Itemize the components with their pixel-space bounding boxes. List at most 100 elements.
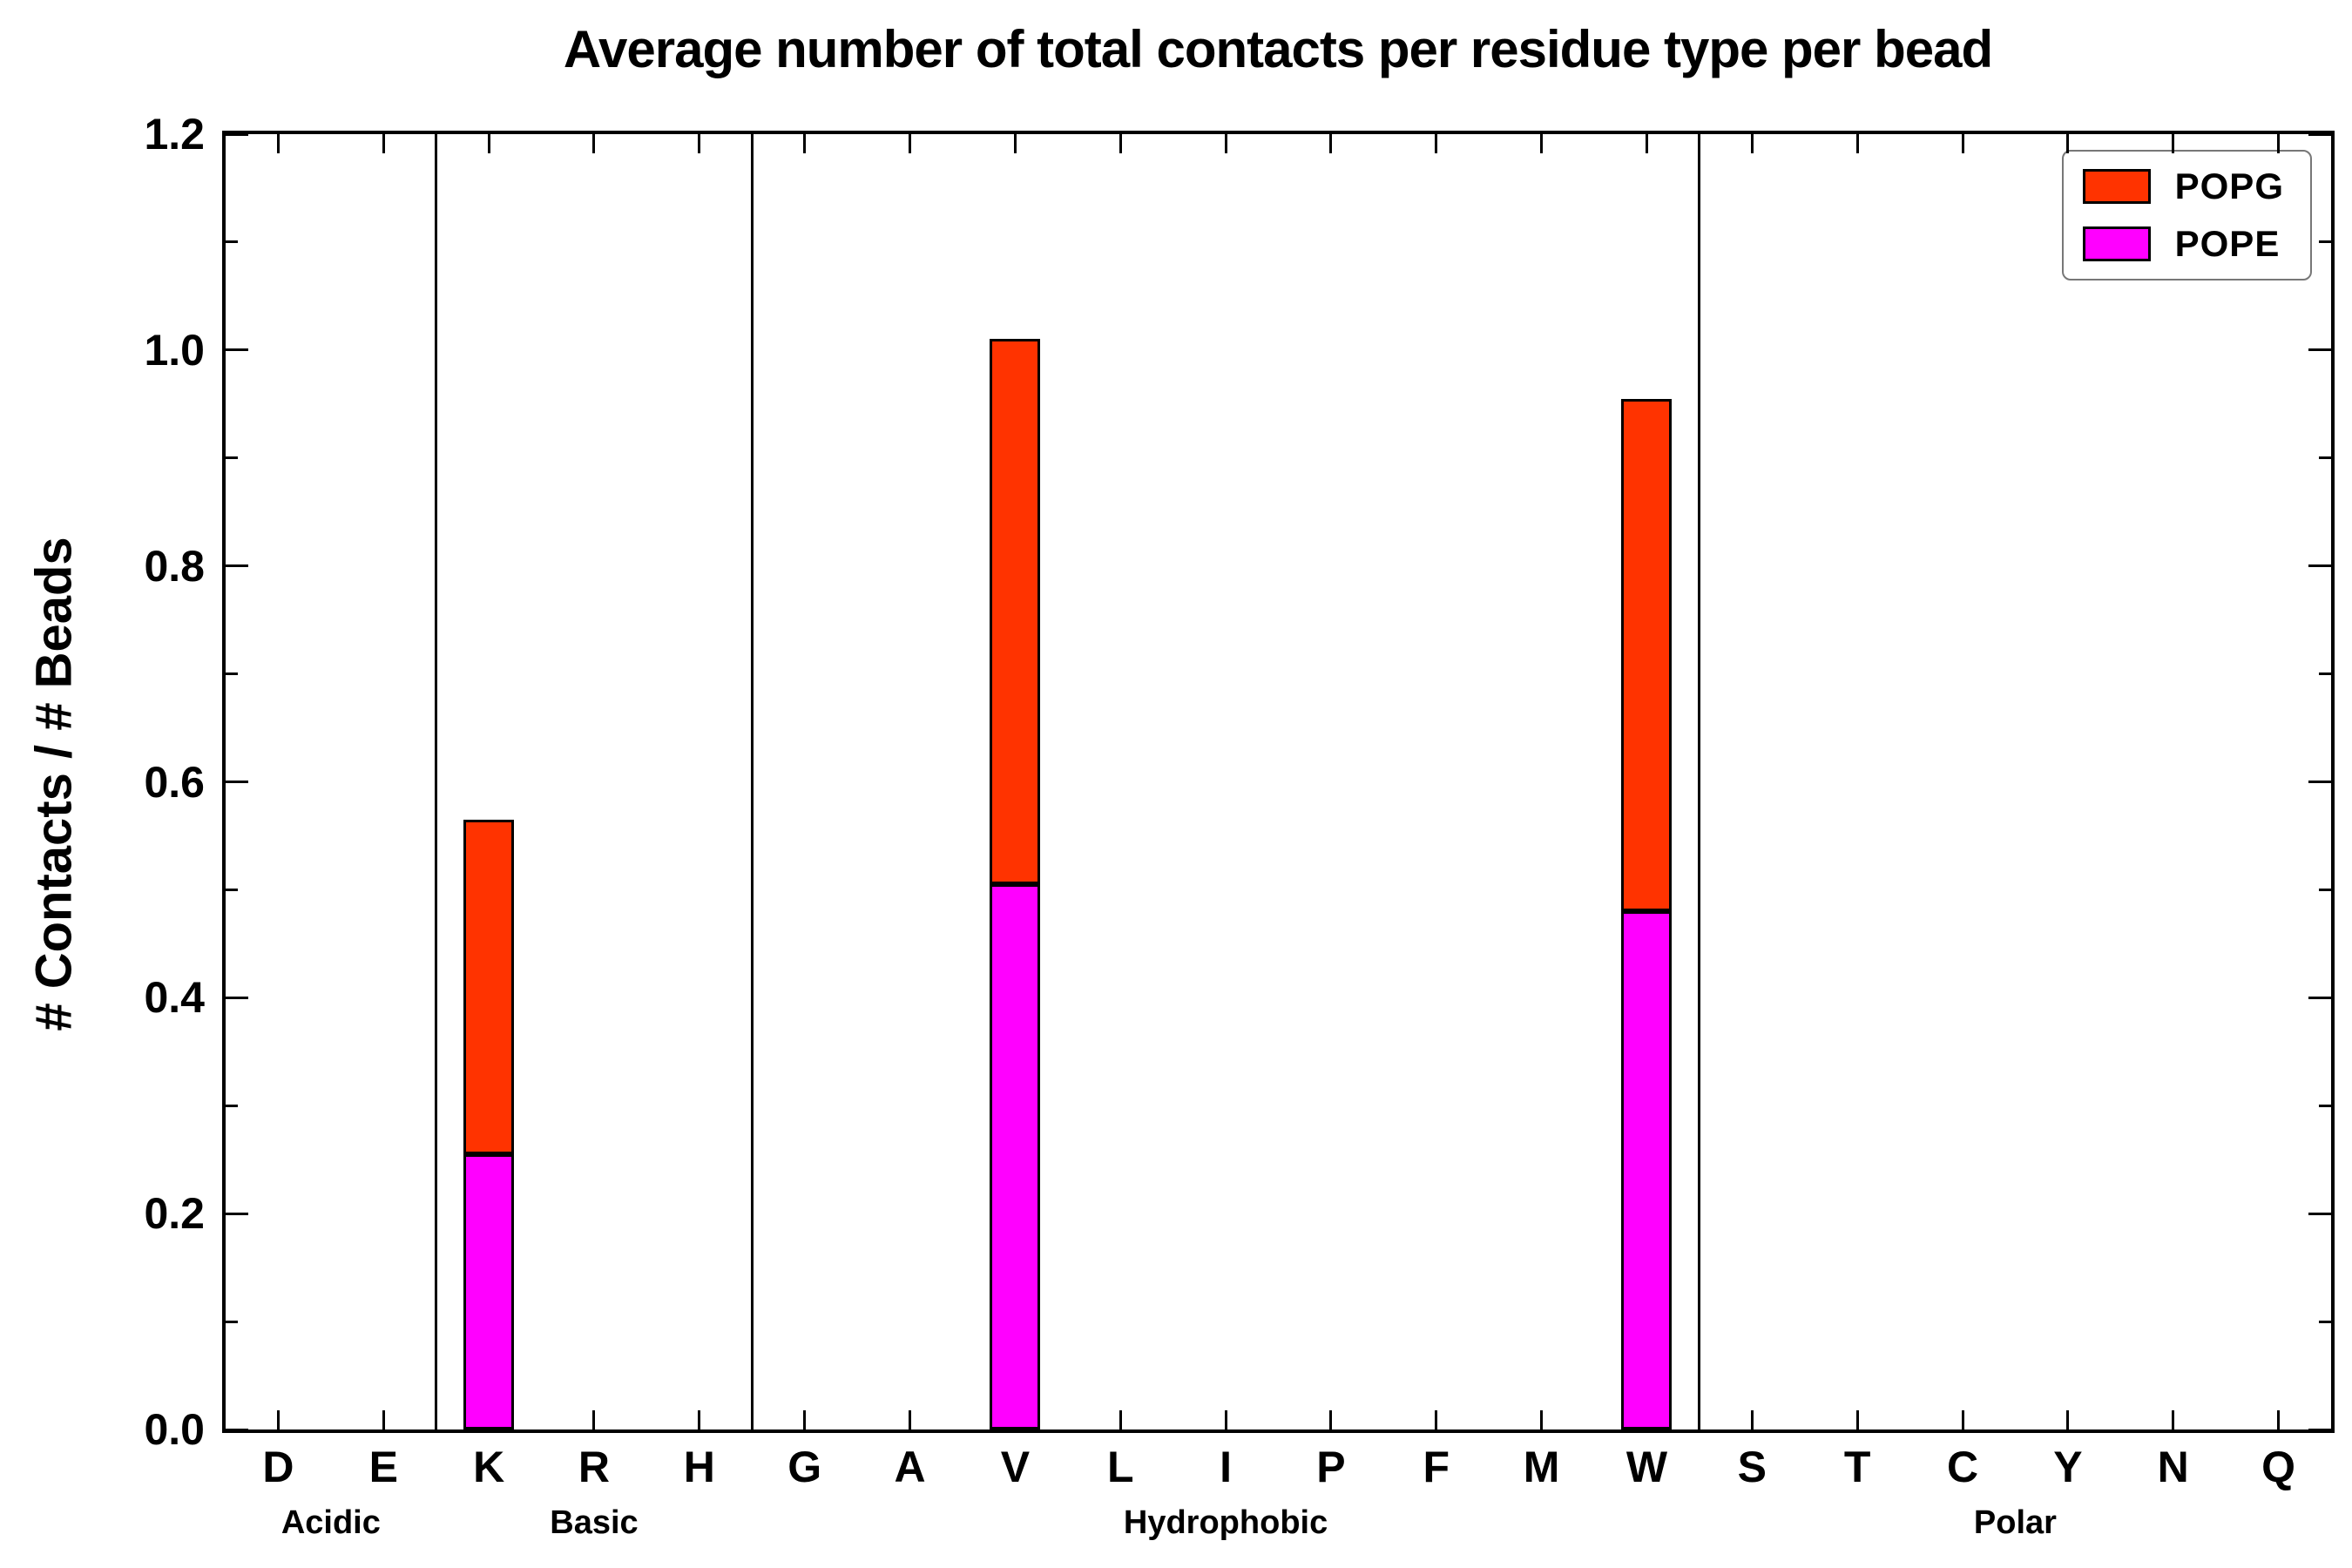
group-divider <box>435 134 438 1429</box>
y-tick <box>226 996 248 999</box>
x-tick <box>1855 134 1859 153</box>
x-tick <box>698 134 701 153</box>
y-tick <box>226 456 238 460</box>
y-tick <box>2319 672 2331 676</box>
x-tick <box>592 134 596 153</box>
bar-V-POPG <box>990 339 1041 885</box>
x-tick <box>1540 1410 1544 1429</box>
x-tick-label-F: F <box>1423 1443 1450 1491</box>
legend-entry-POPE: POPE <box>2082 223 2284 265</box>
y-tick-label: 0.6 <box>144 757 205 807</box>
y-tick <box>226 564 248 568</box>
x-tick <box>1645 134 1648 153</box>
x-tick <box>2066 134 2070 153</box>
x-tick <box>1750 134 1754 153</box>
group-label-Hydrophobic: Hydrophobic <box>1123 1504 1328 1541</box>
bar-W-POPE <box>1621 911 1673 1429</box>
y-tick <box>2308 564 2331 568</box>
bar-K-POPE <box>463 1154 515 1429</box>
y-tick-label: 0.8 <box>144 541 205 591</box>
x-tick-label-C: C <box>1946 1443 1979 1491</box>
chart-title: Average number of total contacts per res… <box>563 20 1993 78</box>
y-tick <box>226 672 238 676</box>
y-tick <box>2308 781 2331 783</box>
group-label-Acidic: Acidic <box>280 1504 381 1541</box>
x-tick-label-L: L <box>1106 1443 1134 1491</box>
legend-label-POPG: POPG <box>2174 166 2284 206</box>
y-tick <box>226 1428 248 1431</box>
x-tick <box>2172 1410 2175 1429</box>
x-tick-label-T: T <box>1843 1443 1871 1491</box>
y-tick <box>226 1320 238 1323</box>
legend-label-POPE: POPE <box>2174 223 2281 264</box>
x-tick-label-M: M <box>1523 1443 1560 1491</box>
y-tick <box>2308 348 2331 352</box>
group-divider <box>750 134 754 1429</box>
y-tick <box>2319 1320 2331 1323</box>
legend-entry-POPG: POPG <box>2082 166 2284 207</box>
x-tick-label-I: I <box>1220 1443 1233 1491</box>
group-label-Basic: Basic <box>550 1504 639 1541</box>
y-tick <box>2308 996 2331 999</box>
x-tick-label-V: V <box>1000 1443 1031 1491</box>
x-tick <box>803 1410 807 1429</box>
x-tick <box>698 1410 701 1429</box>
x-tick-label-P: P <box>1316 1443 1346 1491</box>
x-tick <box>1435 1410 1438 1429</box>
y-tick <box>226 1212 248 1215</box>
x-tick-label-Y: Y <box>2053 1443 2083 1491</box>
y-tick <box>226 1104 238 1107</box>
group-label-Polar: Polar <box>1973 1504 2057 1541</box>
y-axis-label: # Contacts / # Beads <box>25 537 83 1031</box>
y-tick <box>2319 888 2331 891</box>
y-tick-label: 0.4 <box>144 973 205 1023</box>
bar-W-POPG <box>1621 398 1673 912</box>
y-tick-label: 0.2 <box>144 1189 205 1239</box>
x-tick <box>276 1410 280 1429</box>
y-tick-label: 1.2 <box>144 110 205 159</box>
plot-area: POPG POPE <box>222 131 2335 1433</box>
x-tick-label-D: D <box>262 1443 294 1491</box>
legend-swatch-POPE <box>2082 226 2151 261</box>
x-tick <box>909 1410 912 1429</box>
x-tick-label-H: H <box>683 1443 715 1491</box>
x-tick <box>1540 134 1544 153</box>
x-tick-label-E: E <box>368 1443 398 1491</box>
bar-K-POPG <box>463 819 515 1155</box>
x-tick <box>1750 1410 1754 1429</box>
x-tick <box>592 1410 596 1429</box>
y-tick <box>226 132 248 136</box>
x-tick <box>909 134 912 153</box>
x-tick <box>1435 134 1438 153</box>
x-tick-label-S: S <box>1737 1443 1767 1491</box>
bar-V-POPE <box>990 884 1041 1429</box>
x-tick-label-W: W <box>1625 1443 1668 1491</box>
x-tick <box>2066 1410 2070 1429</box>
y-tick <box>226 781 248 783</box>
y-tick <box>2308 1428 2331 1431</box>
x-tick <box>2172 134 2175 153</box>
x-tick <box>487 134 490 153</box>
x-tick-label-A: A <box>894 1443 926 1491</box>
legend-swatch-POPG <box>2082 169 2151 204</box>
x-tick <box>382 1410 385 1429</box>
y-tick <box>2319 240 2331 244</box>
y-tick <box>2308 132 2331 136</box>
x-tick <box>1329 1410 1333 1429</box>
x-tick-label-N: N <box>2157 1443 2189 1491</box>
x-tick <box>803 134 807 153</box>
x-tick <box>2277 1410 2281 1429</box>
x-tick-label-R: R <box>578 1443 611 1491</box>
x-tick <box>1961 134 1964 153</box>
y-tick <box>2319 456 2331 460</box>
x-tick <box>1855 1410 1859 1429</box>
y-tick <box>226 348 248 352</box>
x-tick-label-Q: Q <box>2261 1443 2296 1491</box>
x-tick <box>276 134 280 153</box>
x-tick <box>1961 1410 1964 1429</box>
x-tick <box>1224 1410 1227 1429</box>
legend: POPG POPE <box>2061 150 2312 280</box>
x-tick <box>2277 134 2281 153</box>
x-tick <box>1329 134 1333 153</box>
